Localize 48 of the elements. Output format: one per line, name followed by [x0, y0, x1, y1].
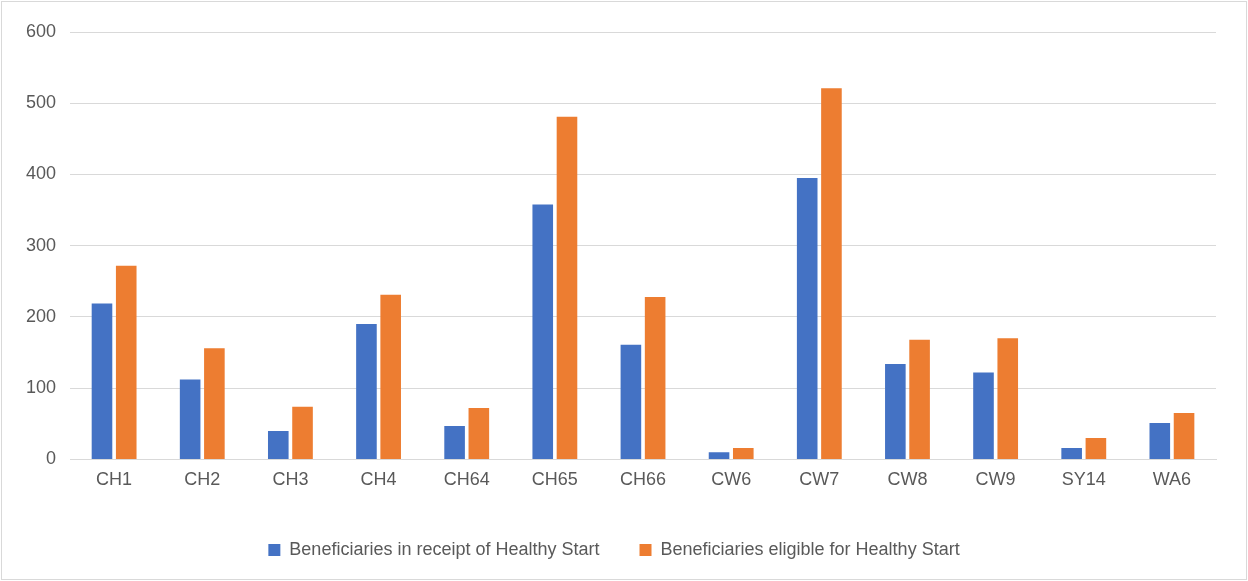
x-tick-label: CW7 [799, 469, 840, 490]
bar [973, 372, 994, 459]
x-tick-label: CH65 [531, 469, 578, 490]
x-tick-label: CH64 [443, 469, 490, 490]
y-tick-label: 100 [25, 377, 57, 398]
bar [1173, 413, 1195, 459]
bar [909, 339, 930, 459]
y-tick-label: 200 [25, 305, 57, 326]
legend-label: Beneficiaries eligible for Healthy Start [660, 538, 960, 559]
bar [115, 265, 137, 459]
y-tick-label: 600 [25, 20, 57, 41]
x-tick-label: CW9 [975, 469, 1016, 490]
bar [732, 448, 754, 459]
bar [380, 294, 401, 459]
bar [1149, 423, 1171, 459]
x-tick-label: WA6 [1152, 469, 1192, 490]
bar [796, 178, 818, 459]
x-tick-label: CW8 [887, 469, 928, 490]
x-tick-label: SY14 [1061, 469, 1106, 490]
y-tick-label: 400 [25, 163, 57, 184]
x-tick-label: CH2 [184, 469, 221, 490]
x-tick-label: CH1 [96, 469, 133, 490]
bar [179, 379, 201, 459]
bar [644, 296, 666, 459]
x-tick-label: CH3 [272, 469, 309, 490]
bar [91, 303, 113, 459]
y-tick-label: 0 [46, 448, 57, 469]
x-tick-label: CH66 [620, 469, 667, 490]
bar [997, 338, 1019, 459]
bar [708, 452, 730, 459]
bar [532, 204, 554, 459]
bar [468, 408, 490, 459]
bar [1085, 438, 1107, 459]
bar [556, 116, 578, 459]
legend-label: Beneficiaries in receipt of Healthy Start [289, 538, 600, 559]
x-tick-label: CW6 [711, 469, 752, 490]
bar [444, 425, 465, 459]
bar [1061, 448, 1082, 459]
bar [885, 363, 906, 459]
y-tick-label: 300 [25, 234, 57, 255]
bar [292, 406, 313, 459]
bar [204, 348, 225, 459]
bar [821, 88, 842, 459]
x-tick-label: CH4 [360, 469, 397, 490]
bar [356, 324, 377, 459]
y-tick-label: 500 [25, 92, 57, 113]
bar [620, 344, 642, 459]
bar [267, 430, 289, 459]
